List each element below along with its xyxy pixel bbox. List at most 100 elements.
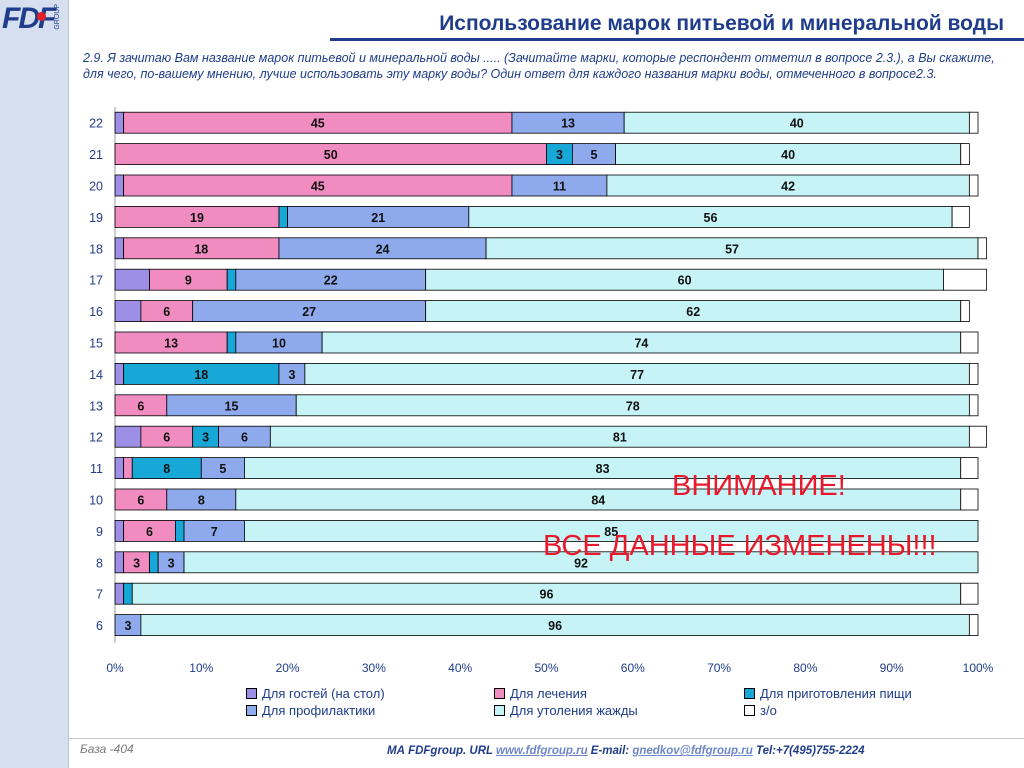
bar-segment: [149, 551, 159, 574]
bar-segment: [968, 394, 979, 417]
data-label: 13: [164, 337, 178, 351]
data-label: 62: [686, 305, 700, 319]
legend-swatch: [246, 688, 257, 699]
data-label: 18: [194, 368, 208, 382]
notice-data-changed: ВСЕ ДАННЫЕ ИЗМЕНЕНЫ!!!: [543, 530, 937, 562]
legend-label: з/о: [760, 703, 777, 718]
x-tick-label: 70%: [707, 661, 731, 675]
bar-segment: [114, 425, 142, 448]
data-label: 40: [790, 117, 804, 131]
data-label: 22: [324, 274, 338, 288]
bar-segment: [114, 111, 125, 134]
bar-segment: [960, 331, 979, 354]
logo-dot-icon: [37, 12, 46, 21]
data-label: 3: [133, 556, 140, 570]
bar-segment: [943, 268, 988, 291]
title-rule: [330, 38, 1024, 41]
notice-warning: ВНИМАНИЕ!: [672, 470, 846, 502]
bar-segment: [114, 300, 142, 323]
legend-item: Для профилактики: [246, 703, 375, 718]
legend-label: Для утоления жажды: [510, 703, 638, 718]
data-label: 15: [225, 399, 239, 413]
footer-contacts: МА FDFgroup. URL www.fdfgroup.ru E-mail:…: [387, 745, 865, 757]
data-label: 78: [626, 399, 640, 413]
legend-swatch: [744, 688, 755, 699]
logo-text: FDF: [2, 2, 56, 35]
data-label: 9: [185, 274, 192, 288]
data-label: 7: [211, 525, 218, 539]
legend-swatch: [494, 688, 505, 699]
category-label: 12: [89, 431, 103, 445]
category-label: 7: [96, 588, 103, 602]
legend-swatch: [744, 705, 755, 716]
x-tick-label: 30%: [362, 661, 386, 675]
data-label: 85: [604, 525, 618, 539]
data-label: 8: [163, 462, 170, 476]
data-label: 6: [241, 431, 248, 445]
category-label: 17: [89, 274, 103, 288]
bar-segment: [960, 488, 979, 511]
data-label: 6: [137, 494, 144, 508]
bar-segment: [114, 457, 125, 480]
category-label: 9: [96, 525, 103, 539]
data-label: 3: [202, 431, 209, 445]
legend-label: Для лечения: [510, 686, 587, 701]
footer-url-link[interactable]: www.fdfgroup.ru: [496, 745, 588, 757]
footer-email-link[interactable]: gnedkov@fdfgroup.ru: [632, 745, 753, 757]
page-title: Использование марок питьевой и минеральн…: [439, 12, 1004, 35]
data-label: 27: [302, 305, 316, 319]
legend-item: Для лечения: [494, 686, 587, 701]
x-tick-label: 10%: [189, 661, 213, 675]
data-label: 13: [561, 117, 575, 131]
x-tick-label: 90%: [880, 661, 904, 675]
legend-swatch: [494, 705, 505, 716]
bar-segment: [183, 551, 979, 574]
data-label: 50: [324, 148, 338, 162]
bar-segment: [968, 362, 979, 385]
bar-segment: [175, 520, 185, 542]
category-label: 18: [89, 242, 103, 256]
legend-item: з/о: [744, 703, 777, 718]
bar-segment: [968, 614, 979, 636]
x-tick-label: 100%: [963, 661, 994, 675]
data-label: 5: [219, 462, 226, 476]
data-label: 84: [591, 494, 605, 508]
question-text: 2.9. Я зачитаю Вам название марок питьев…: [83, 51, 995, 81]
data-label: 24: [376, 242, 390, 256]
fdf-logo: FDF GROUP: [2, 2, 66, 36]
data-label: 42: [781, 180, 795, 194]
base-count: База -404: [80, 742, 134, 756]
bar-segment: [114, 551, 125, 574]
category-label: 21: [89, 148, 103, 162]
category-label: 19: [89, 211, 103, 225]
bar-segment: [968, 111, 979, 134]
data-label: 45: [311, 117, 325, 131]
data-label: 19: [190, 211, 204, 225]
x-tick-label: 0%: [106, 661, 124, 675]
data-label: 45: [311, 180, 325, 194]
x-tick-label: 40%: [448, 661, 472, 675]
left-strip: [0, 0, 69, 768]
x-tick-label: 60%: [621, 661, 645, 675]
data-label: 11: [553, 180, 566, 194]
data-label: 40: [781, 148, 795, 162]
bar-segment: [968, 425, 988, 448]
category-label: 22: [89, 117, 103, 131]
data-label: 3: [124, 619, 131, 633]
category-label: 16: [89, 305, 103, 319]
legend-item: Для приготовления пищи: [744, 686, 912, 701]
legend-label: Для приготовления пищи: [760, 686, 912, 701]
bar-segment: [278, 205, 289, 228]
category-label: 11: [90, 462, 103, 476]
data-label: 6: [137, 399, 144, 413]
data-label: 60: [678, 274, 692, 288]
data-label: 5: [590, 148, 597, 162]
data-label: 21: [371, 211, 385, 225]
data-label: 6: [163, 431, 170, 445]
bar-segment: [968, 174, 979, 197]
bar-segment: [114, 237, 125, 260]
category-label: 14: [89, 368, 103, 382]
category-label: 8: [96, 556, 103, 570]
bar-segment: [226, 331, 237, 354]
